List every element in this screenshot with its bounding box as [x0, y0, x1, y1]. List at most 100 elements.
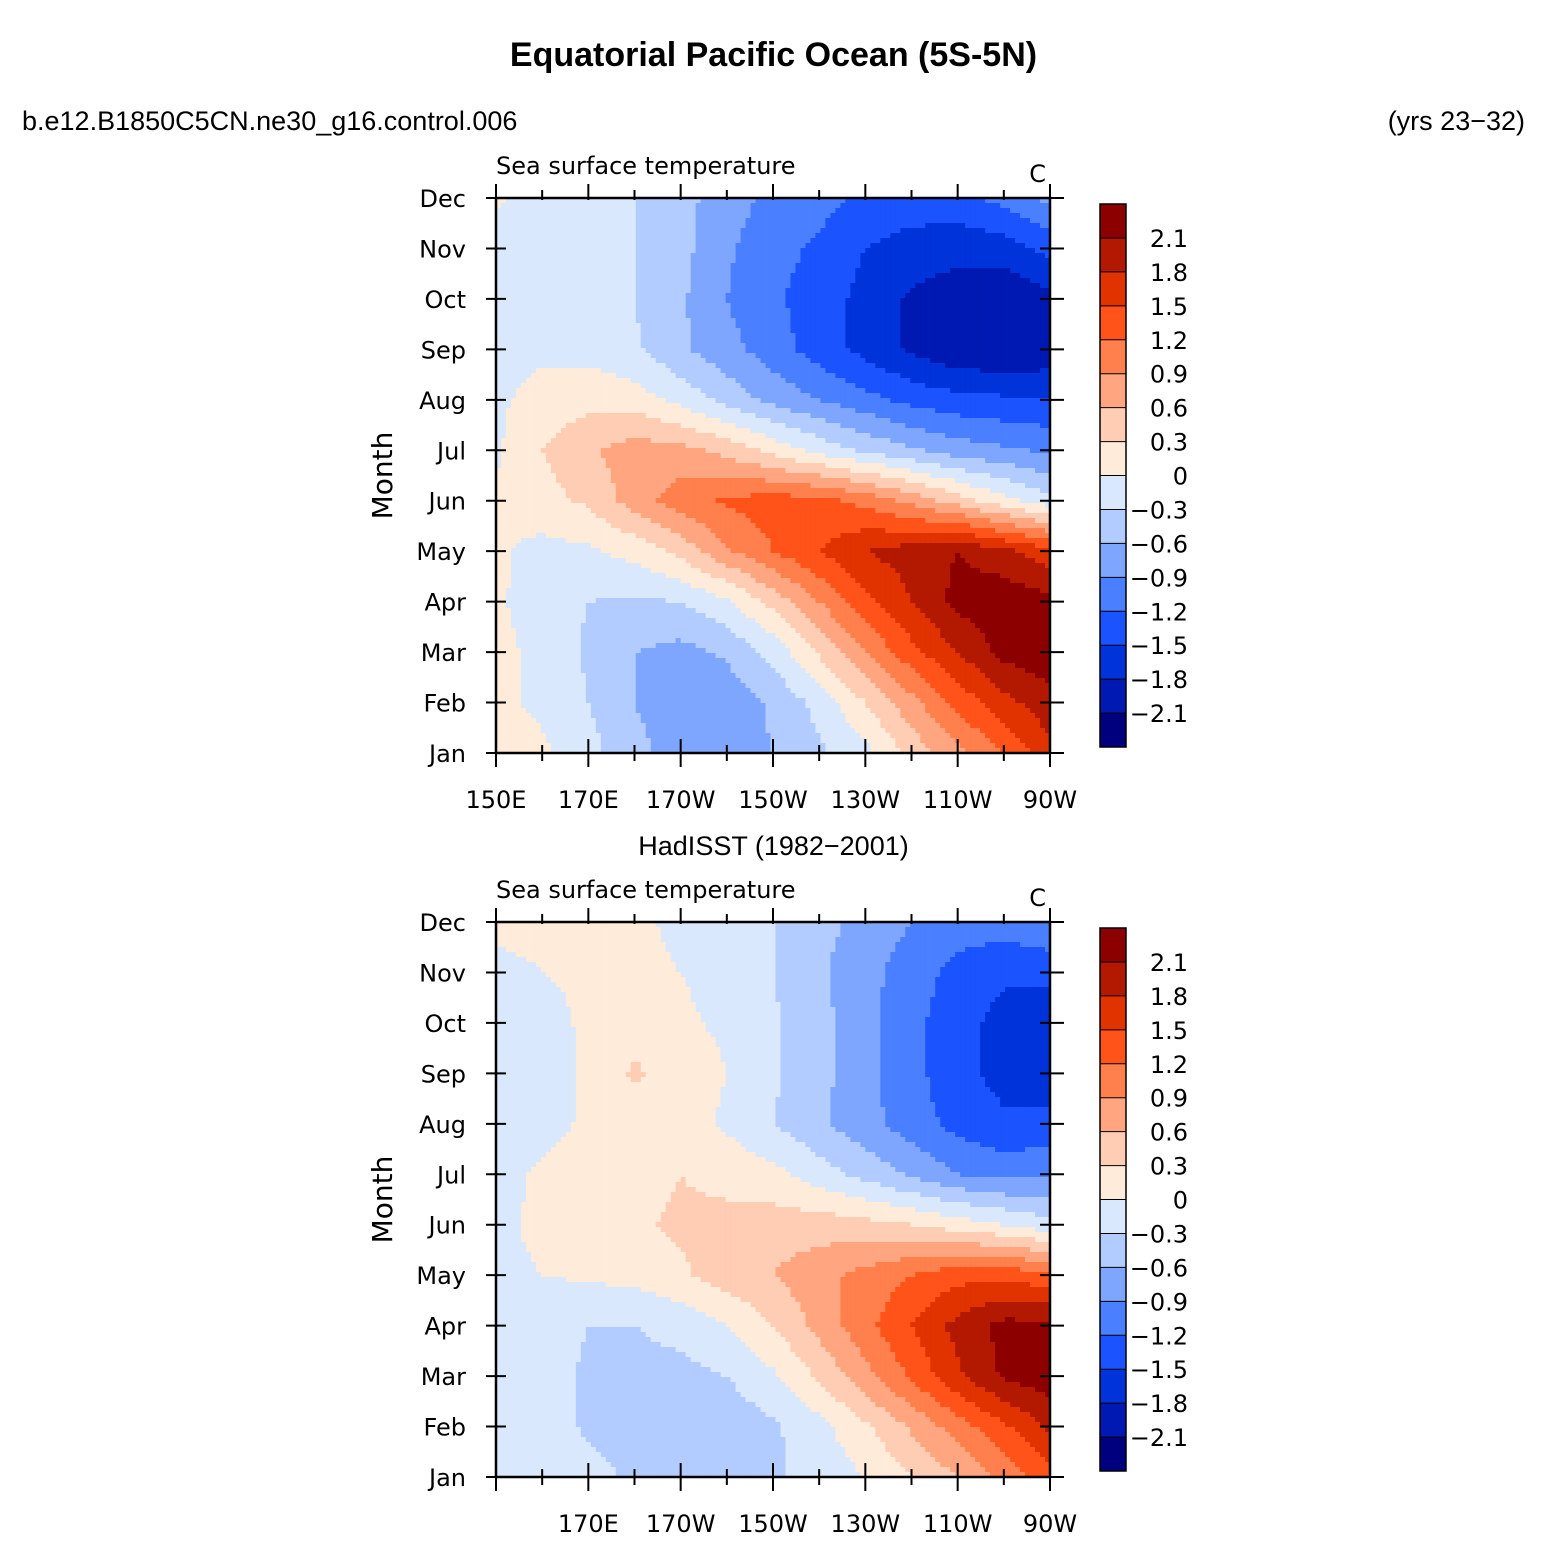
heatmap-cell: [591, 373, 597, 379]
heatmap-cell: [890, 408, 896, 414]
heatmap-cell: [990, 208, 996, 214]
heatmap-cell: [756, 343, 762, 349]
heatmap-cell: [716, 413, 722, 419]
heatmap-cell: [835, 293, 841, 299]
heatmap-cell: [835, 368, 841, 374]
heatmap-cell: [840, 413, 846, 419]
heatmap-cell: [776, 288, 782, 294]
heatmap-cell: [611, 408, 617, 414]
heatmap-cell: [830, 228, 836, 234]
heatmap-cell: [526, 343, 532, 349]
heatmap-cell: [890, 218, 896, 224]
heatmap-cell: [771, 363, 777, 369]
heatmap-cell: [501, 318, 507, 324]
heatmap-cell: [885, 353, 891, 359]
heatmap-cell: [825, 328, 831, 334]
heatmap-cell: [840, 408, 846, 414]
heatmap-cell: [741, 288, 747, 294]
heatmap-cell: [1040, 308, 1046, 314]
heatmap-cell: [526, 268, 532, 274]
heatmap-cell: [990, 223, 996, 229]
heatmap-cell: [641, 283, 647, 289]
heatmap-cell: [805, 393, 811, 399]
heatmap-cell: [681, 298, 687, 304]
heatmap-cell: [825, 298, 831, 304]
heatmap-cell: [1025, 338, 1031, 344]
heatmap-cell: [900, 218, 906, 224]
heatmap-cell: [696, 273, 702, 279]
heatmap-cell: [875, 263, 881, 269]
heatmap-cell: [621, 308, 627, 314]
heatmap-cell: [716, 318, 722, 324]
heatmap-cell: [656, 293, 662, 299]
heatmap-cell: [830, 313, 836, 319]
heatmap-cell: [736, 288, 742, 294]
heatmap-cell: [785, 293, 791, 299]
heatmap-cell: [860, 238, 866, 244]
heatmap-cell: [1035, 318, 1041, 324]
heatmap-cell: [955, 358, 961, 364]
heatmap-cell: [516, 363, 522, 369]
heatmap-cell: [800, 358, 806, 364]
heatmap-cell: [870, 258, 876, 264]
heatmap-cell: [850, 223, 856, 229]
heatmap-cell: [945, 413, 951, 419]
heatmap-cell: [616, 228, 622, 234]
heatmap-cell: [895, 368, 901, 374]
heatmap-cell: [691, 288, 697, 294]
heatmap-cell: [840, 328, 846, 334]
heatmap-cell: [766, 358, 772, 364]
heatmap-cell: [771, 243, 777, 249]
heatmap-cell: [965, 343, 971, 349]
heatmap-cell: [666, 203, 672, 209]
heatmap-cell: [526, 398, 532, 404]
heatmap-cell: [940, 313, 946, 319]
heatmap-cell: [641, 378, 647, 384]
heatmap-cell: [805, 308, 811, 314]
heatmap-cell: [1015, 213, 1021, 219]
heatmap-cell: [875, 213, 881, 219]
heatmap-cell: [666, 403, 672, 409]
heatmap-cell: [521, 383, 527, 389]
heatmap-cell: [716, 283, 722, 289]
heatmap-cell: [915, 348, 921, 354]
heatmap-cell: [771, 288, 777, 294]
heatmap-cell: [746, 358, 752, 364]
heatmap-cell: [960, 393, 966, 399]
heatmap-cell: [940, 348, 946, 354]
heatmap-cell: [576, 343, 582, 349]
heatmap-cell: [506, 363, 512, 369]
heatmap-cell: [561, 243, 567, 249]
heatmap-cell: [546, 393, 552, 399]
heatmap-cell: [845, 403, 851, 409]
heatmap-cell: [970, 203, 976, 209]
heatmap-cell: [845, 273, 851, 279]
heatmap-cell: [616, 348, 622, 354]
heatmap-cell: [845, 298, 851, 304]
heatmap-cell: [1000, 393, 1006, 399]
heatmap-cell: [726, 268, 732, 274]
heatmap-cell: [521, 243, 527, 249]
heatmap-cell: [885, 298, 891, 304]
heatmap-cell: [820, 253, 826, 259]
heatmap-cell: [606, 418, 612, 424]
heatmap-cell: [885, 213, 891, 219]
heatmap-cell: [910, 418, 916, 424]
heatmap-cell: [541, 398, 547, 404]
heatmap-cell: [766, 348, 772, 354]
heatmap-cell: [541, 353, 547, 359]
heatmap-cell: [860, 263, 866, 269]
heatmap-cell: [865, 388, 871, 394]
heatmap-cell: [785, 348, 791, 354]
heatmap-cell: [795, 378, 801, 384]
heatmap-cell: [780, 223, 786, 229]
heatmap-cell: [526, 203, 532, 209]
heatmap-cell: [661, 293, 667, 299]
heatmap-cell: [551, 373, 557, 379]
heatmap-cell: [1020, 333, 1026, 339]
heatmap-cell: [741, 273, 747, 279]
heatmap-cell: [631, 373, 637, 379]
heatmap-cell: [506, 398, 512, 404]
heatmap-cell: [681, 328, 687, 334]
heatmap-cell: [561, 368, 567, 374]
